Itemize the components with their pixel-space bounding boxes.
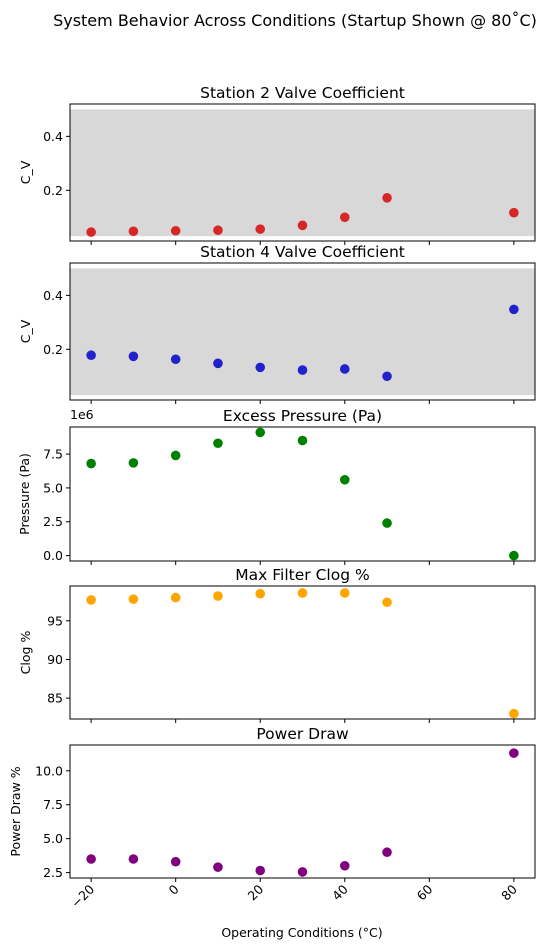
y-tick-label: 5.0 [43,831,63,846]
data-point [86,458,96,469]
y-tick-label: 0.4 [43,288,63,303]
data-point [86,854,96,864]
data-point [213,862,223,872]
data-point [128,854,139,864]
data-point [509,550,519,561]
y-tick-label: 7.5 [43,447,63,462]
y-tick-label: 0.2 [43,342,63,357]
x-tick-label: −20 [68,881,97,910]
data-point [255,865,266,876]
axes-frame [69,103,536,242]
axes-frame [69,262,536,401]
subplot-title: Station 2 Valve Coefficient [200,84,405,102]
x-tick-labels: −20 0 20 40 60 80 [68,881,520,910]
y-tick-label: 90 [47,652,63,667]
data-point [128,458,139,468]
y-tick-label: 0.0 [43,548,63,563]
x-axis-label: Operating Conditions (°C) [221,925,382,940]
data-point [339,212,350,223]
data-point [339,588,350,598]
data-point [297,365,308,375]
data-point [255,362,266,373]
data-point [509,748,519,758]
y-axis-label: Clog % [18,631,33,675]
axes-frame [69,426,536,562]
y-tick-label: 5.0 [43,480,63,495]
data-point [86,350,96,361]
data-point [382,371,392,382]
data-point [213,438,223,449]
data-point [128,351,139,362]
subplot-2: Station 4 Valve Coefficient 0.2 0.4 C_V [18,243,536,404]
data-point [213,225,223,236]
data-point [128,594,139,604]
figure-suptitle: System Behavior Across Conditions (Start… [53,11,537,30]
data-point [255,588,266,599]
subplot-title: Power Draw [256,725,349,743]
data-point [509,207,519,218]
data-point [213,358,223,369]
data-point [297,435,308,446]
subplot-1: Station 2 Valve Coefficient 0.2 0.4 C_V [18,84,536,245]
y-tick-label: 0.2 [43,183,63,198]
x-tick-label: 40 [329,881,351,903]
y-axis-label: C_V [18,319,33,343]
y-offset-text: 1e6 [70,407,94,422]
data-point [255,427,266,438]
data-point [382,193,392,203]
subplot-4: Max Filter Clog % 85 90 95 Clog % [18,566,536,723]
y-tick-label: 85 [47,691,63,706]
y-axis-label: Power Draw % [8,766,23,856]
data-point [255,224,266,234]
y-tick-label: 95 [47,613,63,628]
y-tick-label: 0.4 [43,129,63,144]
data-point [382,847,392,858]
x-tick-label: 0 [166,881,182,897]
data-point [509,304,519,315]
data-point [297,588,308,598]
data-point [86,595,96,605]
y-axis-label: Pressure (Pa) [17,453,32,535]
data-point [339,474,350,485]
data-point [297,220,308,231]
axes-frame [69,585,536,720]
subplot-5: Power Draw 2.5 5.0 7.5 10.0 Power Draw % [8,725,536,882]
data-point [213,591,223,601]
y-tick-label: 7.5 [43,797,63,812]
axes-frame [69,744,536,879]
data-point [382,597,392,608]
data-point [170,856,181,867]
x-tick-label: 20 [244,881,266,903]
data-point [382,518,392,528]
y-tick-label: 10.0 [35,763,63,778]
data-point [170,225,181,236]
data-point [86,227,96,237]
acceptable-range-band [70,268,535,396]
data-point [339,364,350,374]
y-tick-label: 2.5 [43,514,63,529]
x-tick-label: 60 [414,881,436,903]
data-point [170,450,181,461]
data-point [170,354,181,365]
acceptable-range-band [70,109,535,237]
subplot-title: Station 4 Valve Coefficient [200,243,405,261]
data-point [509,708,519,719]
y-axis-label: C_V [18,160,33,184]
data-point [128,226,139,237]
x-tick-label: 80 [498,881,520,903]
y-tick-label: 2.5 [43,865,63,880]
subplot-title: Max Filter Clog % [235,566,369,584]
subplot-title: Excess Pressure (Pa) [223,407,382,425]
data-point [170,592,181,603]
subplots: Station 2 Valve Coefficient0.20.4C_VStat… [8,84,536,882]
data-point [339,860,350,871]
data-point [297,867,308,877]
subplot-3: Excess Pressure (Pa) 0.0 2.5 5.0 7.5 Pressure… [17,407,536,565]
